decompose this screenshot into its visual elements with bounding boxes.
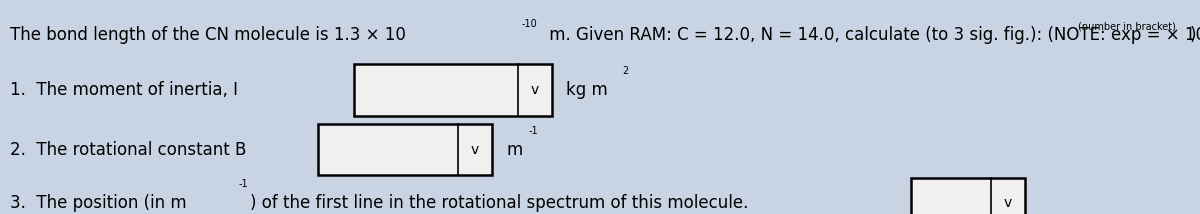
Text: -10: -10 — [522, 19, 538, 29]
Text: -1: -1 — [528, 126, 538, 135]
Text: v: v — [1003, 196, 1012, 210]
Text: kg m: kg m — [566, 81, 608, 99]
Text: ): ) — [1190, 26, 1196, 44]
Text: 2.  The rotational constant B: 2. The rotational constant B — [10, 141, 246, 159]
Text: 1.  The moment of inertia, I: 1. The moment of inertia, I — [10, 81, 238, 99]
Text: 2: 2 — [623, 66, 629, 76]
Text: v: v — [472, 143, 479, 157]
Text: m: m — [506, 141, 523, 159]
Text: v: v — [532, 83, 539, 97]
Text: m. Given RAM: C = 12.0, N = 14.0, calculate (to 3 sig. fig.): (NOTE: exp = × 10: m. Given RAM: C = 12.0, N = 14.0, calcul… — [545, 26, 1200, 44]
FancyBboxPatch shape — [318, 124, 492, 175]
Text: 3.  The position (in m: 3. The position (in m — [10, 194, 186, 212]
FancyBboxPatch shape — [354, 64, 552, 116]
Text: ) of the first line in the rotational spectrum of this molecule.: ) of the first line in the rotational sp… — [250, 194, 748, 212]
FancyBboxPatch shape — [911, 178, 1025, 214]
Text: -1: -1 — [239, 179, 248, 189]
Text: (number in bracket): (number in bracket) — [1078, 21, 1176, 31]
Text: The bond length of the CN molecule is 1.3 × 10: The bond length of the CN molecule is 1.… — [10, 26, 406, 44]
